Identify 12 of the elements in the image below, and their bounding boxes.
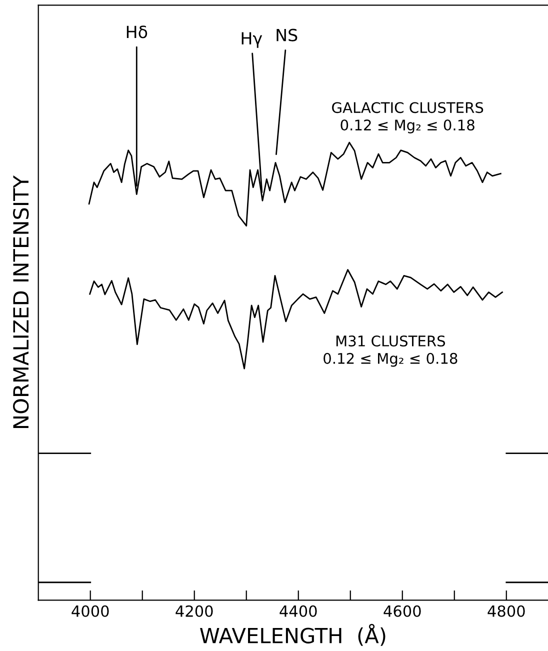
x-axis-title: WAVELENGTH (Å) (200, 624, 386, 646)
x-tick-label: 4800 (488, 605, 525, 617)
annotation: Hγ (242, 32, 262, 48)
annotation: Hδ (126, 26, 148, 38)
series-label: GALACTIC CLUSTERS 0.12 ≤ Mg₂ ≤ 0.18 (332, 102, 484, 134)
x-tick-label: 4400 (280, 605, 317, 617)
x-tick-label: 4600 (384, 605, 421, 617)
y-axis-title: NORMALIZED INTENSITY (13, 175, 29, 428)
series-label: M31 CLUSTERS 0.12 ≤ Mg₂ ≤ 0.18 (324, 335, 458, 367)
x-tick-label: 4200 (176, 605, 213, 617)
annotation: NS (276, 28, 298, 42)
x-tick-label: 4000 (72, 605, 109, 617)
